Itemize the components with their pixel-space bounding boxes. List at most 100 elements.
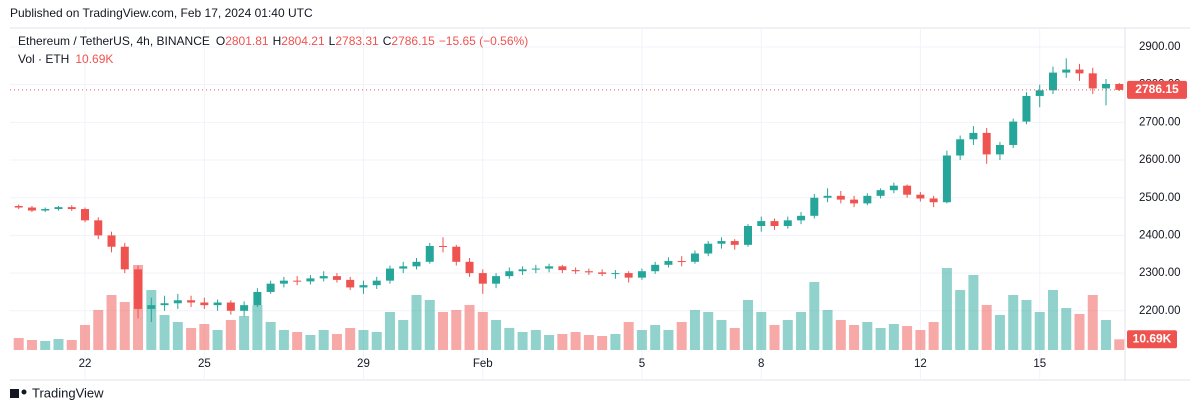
close-value: 2786.15 xyxy=(391,34,435,48)
candle-body xyxy=(160,303,169,306)
candle-body xyxy=(730,241,739,245)
candle-body xyxy=(797,215,806,221)
candle-body xyxy=(942,155,951,203)
candle-body xyxy=(332,276,341,280)
candle-body xyxy=(982,132,991,155)
volume-bar xyxy=(756,312,767,350)
candle-body xyxy=(531,268,540,270)
volume-bar xyxy=(835,320,846,350)
volume-value: 10.69K xyxy=(75,52,113,66)
candle-body xyxy=(266,283,275,292)
volume-bar xyxy=(583,335,594,350)
candle-body xyxy=(425,245,434,262)
volume-bar xyxy=(398,320,409,350)
volume-bar xyxy=(663,330,674,350)
candle-body xyxy=(27,207,36,211)
candle-body xyxy=(492,276,501,284)
candle-body xyxy=(1009,121,1018,145)
last-price-label: 2786.15 xyxy=(1135,82,1179,96)
volume-bar xyxy=(530,330,541,350)
volume-bar xyxy=(1074,314,1085,350)
volume-bar xyxy=(570,332,581,350)
candle-body xyxy=(995,144,1004,155)
volume-label: Vol · ETH xyxy=(18,52,69,66)
candle-body xyxy=(41,209,50,211)
candle-body xyxy=(81,209,89,221)
x-tick-label: 25 xyxy=(198,358,211,370)
symbol: Ethereum / TetherUS, 4h, BINANCE xyxy=(18,34,210,48)
volume-bar xyxy=(650,325,661,350)
volume-bar xyxy=(928,322,939,350)
volume-bar xyxy=(782,320,793,350)
candle-body xyxy=(929,198,938,203)
candle-body xyxy=(598,272,607,274)
volume-bar xyxy=(875,328,886,350)
volume-bar xyxy=(716,320,727,350)
volume-bar xyxy=(557,334,568,350)
change: −15.65 (−0.56%) xyxy=(439,34,528,48)
candle-body xyxy=(677,261,686,263)
volume-bar xyxy=(53,339,64,350)
x-tick-label: 22 xyxy=(79,358,92,370)
candle-body xyxy=(823,195,832,198)
volume-bar xyxy=(968,275,979,350)
candle-body xyxy=(571,270,580,272)
last-price-badge xyxy=(1127,80,1187,99)
candle-body xyxy=(1102,83,1111,89)
candle-body xyxy=(226,302,235,311)
volume-bar xyxy=(888,324,899,350)
candle-body xyxy=(1115,83,1124,90)
volume-bar xyxy=(1034,312,1045,350)
y-tick-label: 2500.00 xyxy=(1139,192,1181,204)
volume-bar xyxy=(955,290,966,350)
y-tick-label: 2600.00 xyxy=(1139,154,1181,166)
volume-bar xyxy=(491,320,502,350)
volume-bar xyxy=(106,295,117,350)
volume-bar xyxy=(809,282,820,350)
candle-body xyxy=(478,273,487,284)
candle-body xyxy=(1062,69,1071,73)
volume-bar xyxy=(915,330,926,350)
candle-body xyxy=(412,261,421,267)
volume-bar xyxy=(796,312,807,350)
x-tick-label: 29 xyxy=(357,358,370,370)
volume-bar xyxy=(849,325,860,350)
candle-body xyxy=(187,300,196,303)
candle-body xyxy=(850,199,859,204)
candle-body xyxy=(518,269,527,272)
volume-bar xyxy=(278,330,289,350)
axes: 2200.00 2300.00 2400.00 2500.00 2600.00 2700.… xyxy=(10,41,1187,370)
volume-bar xyxy=(504,328,515,350)
volume-bar xyxy=(597,336,608,350)
grid xyxy=(10,28,1125,380)
candle-body xyxy=(558,266,567,271)
candle-body xyxy=(545,266,554,269)
volume-bar xyxy=(80,325,90,350)
candle-body xyxy=(651,264,660,272)
volume-badge xyxy=(1127,330,1177,349)
candle-body xyxy=(1035,90,1044,96)
candle-body xyxy=(67,207,76,210)
high-label: H xyxy=(273,34,282,48)
volume-bar xyxy=(1061,308,1072,350)
volume-bar xyxy=(729,328,740,350)
volume-bar xyxy=(477,312,488,350)
candle-body xyxy=(385,268,394,281)
candle-body xyxy=(664,261,673,265)
y-tick-label: 2700.00 xyxy=(1139,116,1181,128)
candle-body xyxy=(319,276,328,279)
published-note: Published on TradingView.com, Feb 17, 20… xyxy=(10,6,313,20)
low-value: 2783.31 xyxy=(335,34,379,48)
volume-bar xyxy=(40,341,51,350)
candle-body xyxy=(293,280,302,282)
candle-body xyxy=(876,190,885,196)
volume-bar xyxy=(93,310,104,350)
x-tick-label: 5 xyxy=(639,358,645,370)
volume-bar xyxy=(331,334,342,350)
candle-body xyxy=(836,195,845,200)
volume-bar xyxy=(1008,295,1019,350)
candle-body xyxy=(14,206,23,208)
volume-bar xyxy=(676,322,687,350)
candle-body xyxy=(690,253,699,262)
candle-body xyxy=(120,246,129,270)
